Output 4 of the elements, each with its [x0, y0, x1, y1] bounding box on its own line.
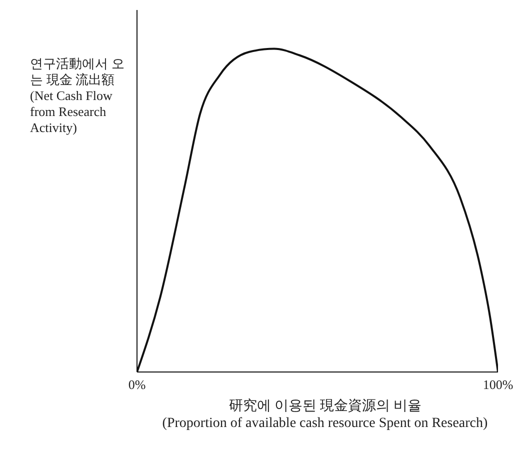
x-axis-title: 研究에 이용된 現金資源의 비율 (Proportion of available cash resource Spent on Research)	[161, 398, 489, 432]
x-tick-label: 100%	[482, 377, 514, 392]
y-axis-title: 연구活動에서 오는 現金 流出額 (Net Cash Flow from Research Activity)	[30, 56, 126, 136]
x-tick-label: 0%	[128, 377, 146, 392]
